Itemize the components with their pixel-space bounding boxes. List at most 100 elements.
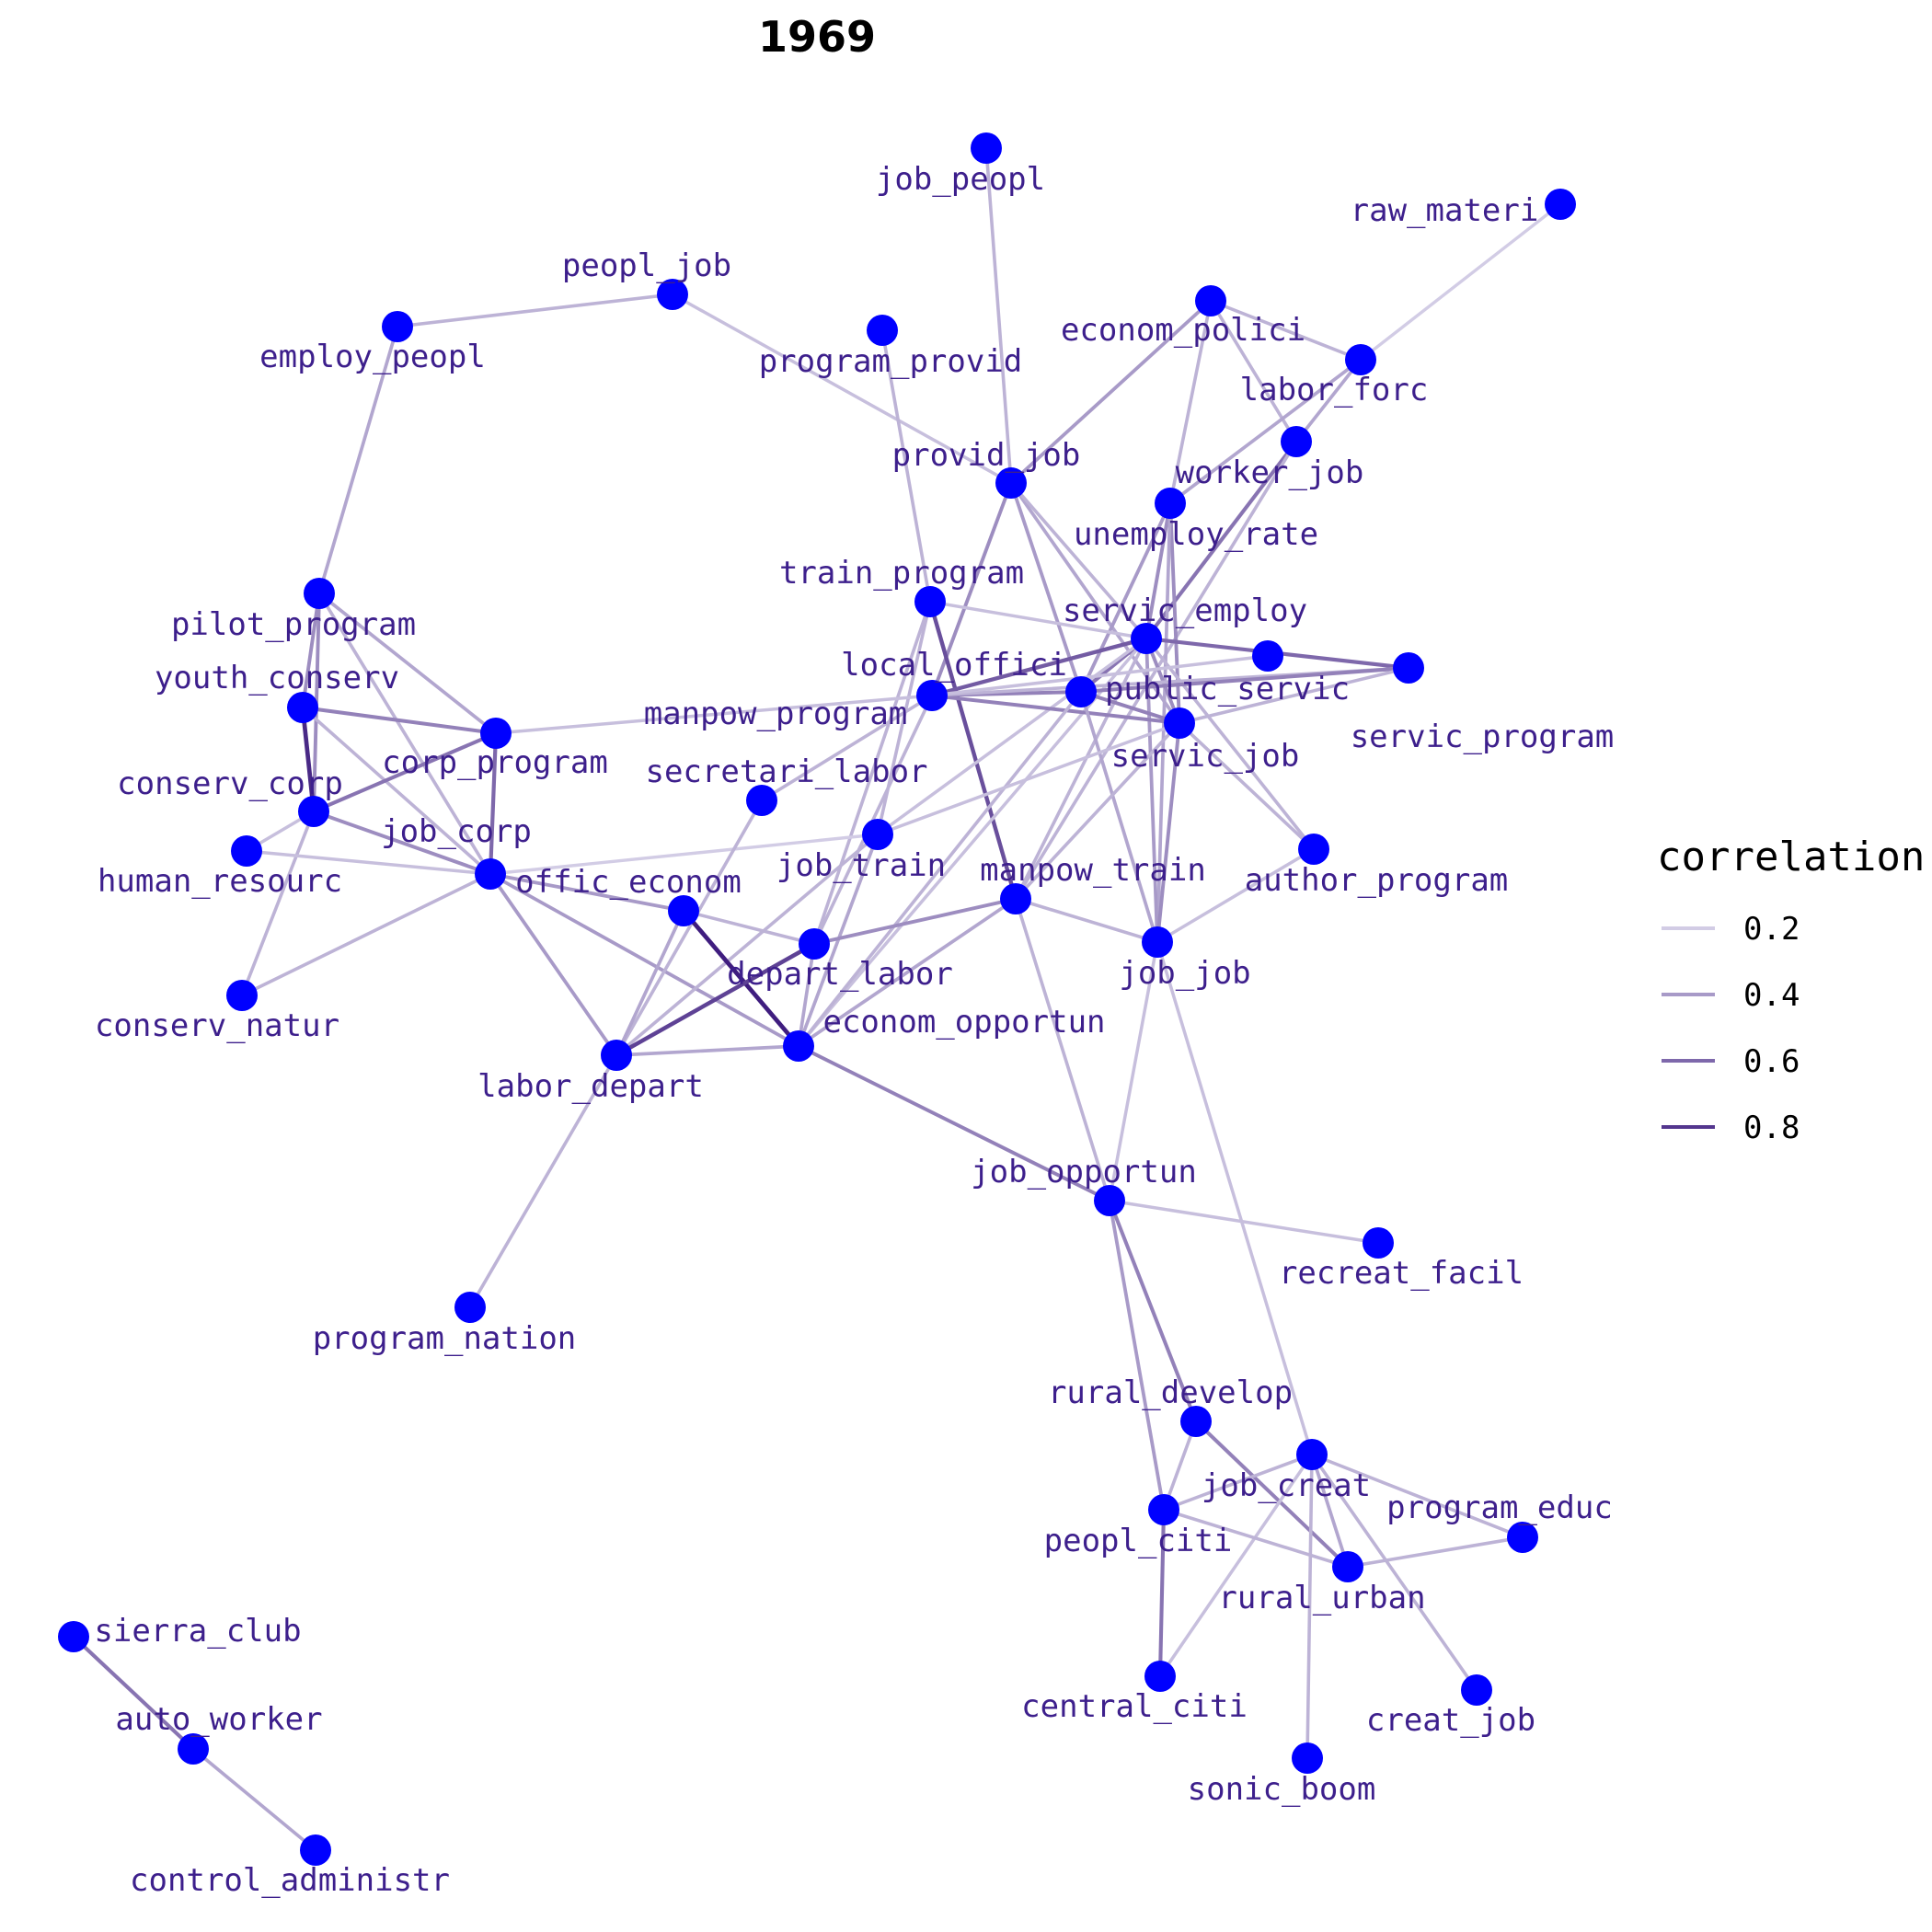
node-label-creat_job: creat_job — [1366, 1702, 1535, 1739]
node-label-public_servic: public_servic — [1105, 671, 1350, 707]
node-label-unemploy_rate: unemploy_rate — [1074, 516, 1318, 553]
node-label-labor_forc: labor_forc — [1240, 372, 1429, 408]
legend-label-0.6: 0.6 — [1743, 1043, 1800, 1080]
node-pilot_program — [304, 578, 335, 609]
edge-job_corp-labor_depart — [489, 872, 618, 1057]
edge-public_servic-servic_job — [1079, 690, 1181, 725]
edge-pilot_program-youth_conserv — [301, 592, 321, 709]
edge-job_creat-rural_urban — [1310, 1453, 1350, 1569]
node-rural_urban — [1332, 1551, 1363, 1582]
node-label-econom_polici: econom_polici — [1061, 312, 1305, 349]
node-control_administr — [300, 1834, 331, 1866]
node-label-secretari_labor: secretari_labor — [645, 753, 927, 790]
node-manpow_train — [1000, 883, 1031, 914]
edge-youth_conserv-corp_program — [301, 706, 498, 735]
edge-job_creat-program_educ — [1310, 1453, 1524, 1539]
edge-rural_develop-rural_urban — [1194, 1420, 1350, 1569]
edge-youth_conserv-conserv_corp — [300, 705, 316, 814]
node-label-program_provid: program_provid — [759, 343, 1023, 380]
node-program_educ — [1507, 1522, 1538, 1553]
node-label-pilot_program: pilot_program — [171, 606, 416, 643]
node-conserv_corp — [298, 796, 329, 827]
edge-secretari_labor-labor_depart — [615, 799, 764, 1057]
node-servic_program — [1393, 652, 1424, 684]
node-secretari_labor — [746, 785, 777, 816]
node-recreat_facil — [1363, 1227, 1394, 1259]
node-local_offici — [916, 680, 948, 711]
edge-job_corp-offic_econom — [489, 872, 685, 913]
edge-manpow_train-job_job — [1014, 897, 1159, 944]
node-worker_job — [1281, 426, 1312, 457]
edge-pilot_program-job_corp — [317, 592, 492, 876]
edge-offic_econom-econom_opportun — [681, 908, 801, 1049]
edge-econom_polici-provid_job — [1009, 299, 1213, 485]
edge-servic_job-job_train — [876, 721, 1181, 836]
node-label-conserv_corp: conserv_corp — [117, 765, 343, 802]
node-label-program_nation: program_nation — [313, 1320, 577, 1357]
node-peopl_job — [657, 279, 688, 310]
node-youth_conserv — [287, 692, 318, 723]
edge-servic_employ-local_offici — [929, 636, 1149, 698]
edge-job_train-labor_depart — [615, 833, 880, 1057]
node-label-job_creat: job_creat — [1202, 1467, 1371, 1504]
node-label-servic_employ: servic_employ — [1063, 592, 1307, 629]
edge-corp_program-conserv_corp — [311, 730, 499, 814]
node-layer — [58, 132, 1576, 1866]
edge-corp_program-local_offici — [494, 694, 934, 735]
edge-labor_depart-program_nation — [468, 1053, 618, 1309]
node-job_job — [1142, 926, 1173, 958]
edge-servic_program-servic_job — [1178, 666, 1410, 725]
edge-labor_forc-unemploy_rate — [1168, 358, 1363, 505]
legend-label-0.4: 0.4 — [1743, 977, 1800, 1014]
edge-labor_forc-worker_job — [1294, 358, 1363, 443]
node-label-job_train: job_train — [776, 847, 946, 884]
edge-servic_employ-job_job — [1144, 637, 1159, 944]
legend-label-0.8: 0.8 — [1743, 1110, 1800, 1146]
node-creat_job — [1461, 1674, 1492, 1706]
edge-corp_program-job_corp — [488, 730, 499, 877]
edge-human_resourc-job_corp — [245, 849, 492, 876]
node-label-sierra_club: sierra_club — [94, 1613, 301, 1650]
edge-job_corp-conserv_natur — [240, 872, 492, 997]
edge-local_offici-secretari_labor — [760, 694, 934, 802]
edge-servic_job-manpow_train — [1014, 721, 1181, 901]
node-label-provid_job: provid_job — [892, 437, 1081, 474]
edge-auto_worker-control_administr — [191, 1747, 317, 1852]
node-rural_develop — [1180, 1406, 1212, 1437]
node-label-offic_econom: offic_econom — [515, 864, 742, 901]
node-econom_opportun — [783, 1030, 814, 1062]
edge-job_opportun-rural_develop — [1108, 1199, 1198, 1423]
edge-offic_econom-depart_labor — [682, 909, 816, 946]
edge-job_creat-sonic_boom — [1305, 1453, 1314, 1760]
edge-manpow_train-depart_labor — [812, 897, 1018, 946]
node-manpow_program — [1252, 640, 1283, 672]
edge-econom_opportun-job_opportun — [797, 1044, 1111, 1202]
node-labor_depart — [601, 1040, 632, 1071]
node-servic_job — [1164, 707, 1195, 739]
node-job_train — [862, 819, 893, 850]
edge-peopl_citi-rural_urban — [1162, 1508, 1350, 1569]
node-label-raw_materi: raw_materi — [1351, 192, 1539, 229]
node-label-human_resourc: human_resourc — [98, 863, 342, 900]
edge-servic_job-job_job — [1156, 721, 1181, 944]
edge-job_job-author_program — [1156, 847, 1316, 944]
node-label-job_corp: job_corp — [381, 813, 532, 850]
node-job_creat — [1296, 1439, 1328, 1470]
edge-layer — [71, 146, 1562, 1852]
edge-public_servic-servic_program — [1079, 666, 1410, 694]
edge-job_job-job_opportun — [1108, 940, 1159, 1202]
label-layer: job_peopl raw_materi peopl_job employ_peopl… — [94, 161, 1614, 1899]
node-program_nation — [454, 1292, 486, 1323]
edge-manpow_train-econom_opportun — [797, 897, 1018, 1048]
edge-local_offici-servic_job — [930, 694, 1181, 725]
edge-worker_job-servic_employ — [1144, 439, 1299, 641]
node-author_program — [1298, 834, 1329, 865]
node-conserv_natur — [226, 980, 258, 1011]
edge-sierra_club-auto_worker — [71, 1634, 196, 1752]
node-label-job_opportun: job_opportun — [971, 1154, 1197, 1190]
edge-econom_polici-unemploy_rate — [1168, 299, 1213, 505]
edge-program_provid-train_program — [880, 328, 932, 604]
edge-job_corp-econom_opportun — [489, 872, 800, 1048]
edge-conserv_corp-job_corp — [312, 810, 492, 876]
